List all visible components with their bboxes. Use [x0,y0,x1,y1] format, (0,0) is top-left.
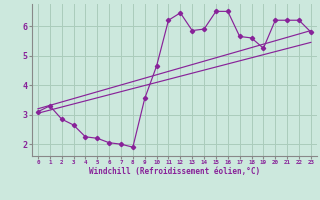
X-axis label: Windchill (Refroidissement éolien,°C): Windchill (Refroidissement éolien,°C) [89,167,260,176]
